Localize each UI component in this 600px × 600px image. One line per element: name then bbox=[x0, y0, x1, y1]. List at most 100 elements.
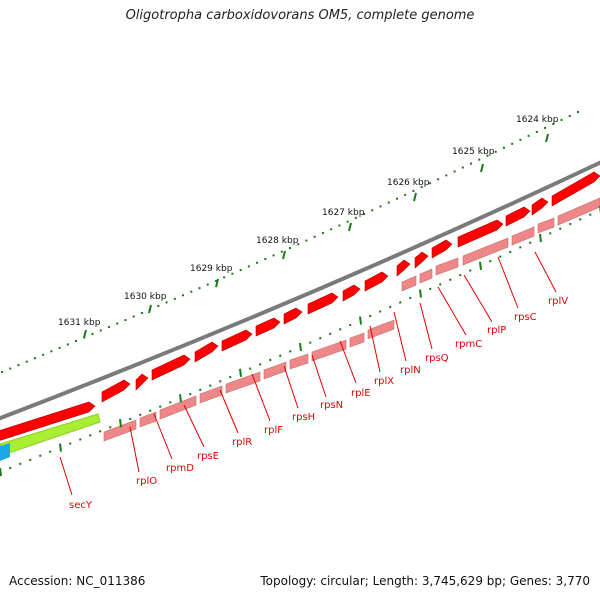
label-leader-line bbox=[183, 404, 205, 448]
label-leader-line bbox=[419, 302, 433, 350]
inner-tick bbox=[39, 454, 42, 458]
label-leader-line bbox=[129, 426, 140, 473]
gene-bar bbox=[139, 411, 157, 428]
inner-tick bbox=[509, 250, 512, 254]
cds-arrow bbox=[431, 239, 453, 259]
scale-dot bbox=[75, 339, 78, 342]
scale-dot bbox=[511, 142, 514, 145]
scale-dot bbox=[182, 294, 185, 297]
gene-bar bbox=[263, 361, 287, 380]
inner-tick bbox=[9, 466, 12, 470]
inner-tick bbox=[99, 430, 102, 433]
inner-tick bbox=[159, 405, 162, 408]
scale-dot bbox=[239, 269, 242, 272]
gene-track bbox=[103, 197, 600, 442]
gene-bar bbox=[225, 371, 261, 394]
gene-label-rplO: rplO bbox=[136, 476, 157, 487]
inner-tick bbox=[19, 462, 22, 466]
scale-dot bbox=[42, 353, 45, 356]
scale-dot bbox=[132, 315, 135, 318]
label-leader-line bbox=[534, 251, 557, 293]
scale-dot bbox=[494, 150, 497, 153]
scale-dot bbox=[99, 329, 102, 332]
inner-tick bbox=[179, 394, 182, 403]
inner-tick bbox=[239, 368, 242, 378]
cds-arrow bbox=[283, 307, 303, 325]
scale-dot bbox=[289, 247, 291, 249]
accession-text: Accession: NC_011386 bbox=[9, 574, 146, 588]
gene-bar bbox=[199, 385, 223, 404]
inner-tick bbox=[129, 417, 132, 421]
scale-dot bbox=[544, 126, 547, 129]
scale-dot bbox=[330, 228, 333, 231]
scale-dot bbox=[453, 170, 456, 173]
gene-label-rplR: rplR bbox=[232, 437, 252, 448]
tick-label-1628: 1628 kbp bbox=[256, 236, 299, 246]
cds-arrow bbox=[0, 401, 96, 441]
gene-bar bbox=[311, 339, 347, 362]
inner-tick bbox=[309, 341, 312, 344]
scale-dot bbox=[107, 326, 110, 329]
scale-dot bbox=[165, 301, 168, 304]
gene-label-rpsN: rpsN bbox=[320, 400, 343, 411]
tick-label-1625: 1625 kbp bbox=[452, 147, 495, 157]
inner-tick bbox=[209, 384, 212, 387]
label-leader-line bbox=[437, 286, 467, 336]
inner-tick bbox=[589, 213, 592, 216]
inner-tick bbox=[299, 342, 302, 352]
gene-bar bbox=[511, 226, 535, 246]
label-leader-line bbox=[219, 389, 239, 434]
scale-dot bbox=[404, 193, 407, 196]
gene-bar bbox=[401, 275, 417, 292]
scale-major-tick bbox=[282, 250, 286, 260]
inner-tick bbox=[269, 358, 272, 362]
inner-tick bbox=[329, 332, 332, 336]
scale-dot bbox=[297, 243, 300, 246]
scale-dot bbox=[502, 146, 505, 149]
inner-tick bbox=[89, 434, 92, 437]
inner-tick bbox=[119, 419, 122, 428]
cds-arrow bbox=[221, 329, 253, 352]
scale-dot bbox=[157, 304, 160, 307]
scale-dot bbox=[140, 312, 143, 315]
inner-tick bbox=[79, 438, 82, 441]
scale-dot bbox=[198, 287, 201, 290]
inner-tick bbox=[349, 323, 352, 327]
scale-dot bbox=[470, 162, 473, 165]
scale-dot bbox=[1, 371, 3, 373]
inner-tick bbox=[139, 413, 142, 417]
scale-dot bbox=[66, 343, 69, 346]
cds-arrow bbox=[194, 341, 219, 363]
scale-dot bbox=[305, 239, 308, 242]
scale-dot bbox=[58, 346, 61, 349]
inner-tick-row bbox=[0, 206, 600, 477]
scale-dot bbox=[568, 114, 571, 117]
scale-dot bbox=[371, 209, 374, 212]
cds-arrow bbox=[151, 354, 191, 381]
label-leader-line bbox=[497, 256, 519, 309]
cds-track bbox=[0, 171, 600, 441]
cds-arrow bbox=[457, 219, 504, 248]
inner-tick bbox=[579, 218, 582, 221]
gene-bar bbox=[289, 353, 309, 370]
scale-dot bbox=[379, 205, 382, 208]
genome-summary-text: Topology: circular; Length: 3,745,629 bp… bbox=[260, 574, 590, 588]
scale-dot bbox=[173, 297, 176, 300]
inner-tick bbox=[399, 301, 402, 304]
cds-arrow bbox=[101, 379, 131, 403]
label-leader-line bbox=[369, 325, 381, 373]
scale-dot bbox=[445, 174, 448, 177]
scale-major-tick bbox=[545, 133, 549, 143]
cds-arrow bbox=[551, 171, 600, 207]
scale-dot bbox=[519, 138, 522, 141]
gene-label-rpsC: rpsC bbox=[514, 312, 537, 323]
cds-arrow bbox=[342, 284, 361, 302]
scale-major-tick bbox=[480, 163, 484, 173]
inner-tick bbox=[29, 458, 32, 462]
gene-bar bbox=[367, 319, 395, 340]
inner-tick bbox=[489, 260, 492, 263]
gene-label-rplF: rplF bbox=[264, 425, 283, 436]
scale-dot bbox=[223, 276, 226, 279]
tick-label-1629: 1629 kbp bbox=[190, 264, 233, 274]
